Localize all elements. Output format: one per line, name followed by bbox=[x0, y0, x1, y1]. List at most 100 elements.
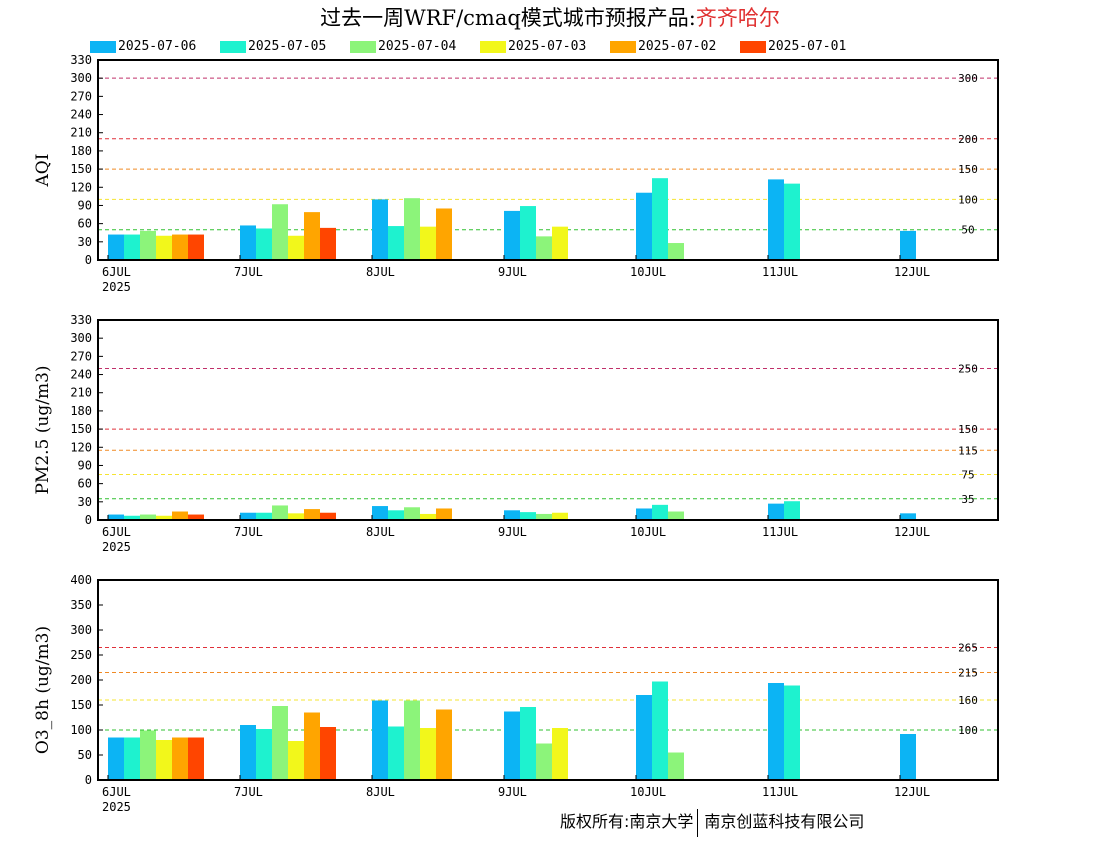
x-tick-label: 11JUL bbox=[762, 265, 798, 279]
threshold-label: 200 bbox=[958, 133, 978, 146]
threshold-label: 35 bbox=[961, 493, 974, 506]
legend-label: 2025-07-04 bbox=[378, 39, 457, 54]
y-tick-label: 150 bbox=[70, 162, 92, 176]
bar bbox=[784, 501, 800, 520]
y-tick-label: 180 bbox=[70, 144, 92, 158]
y-tick-label: 0 bbox=[85, 773, 92, 787]
bar bbox=[188, 514, 204, 520]
threshold-label: 215 bbox=[958, 667, 978, 680]
bar bbox=[504, 510, 520, 520]
y-tick-label: 400 bbox=[70, 573, 92, 587]
x-tick-label: 9JUL bbox=[498, 525, 527, 539]
x-tick-label: 7JUL bbox=[234, 785, 263, 799]
legend-label: 2025-07-01 bbox=[768, 39, 847, 54]
bar bbox=[404, 198, 420, 260]
bar bbox=[520, 707, 536, 780]
bar bbox=[140, 230, 156, 260]
bar bbox=[320, 727, 336, 780]
legend-swatch bbox=[90, 40, 116, 53]
y-tick-label: 210 bbox=[70, 126, 92, 140]
y-tick-label: 0 bbox=[85, 253, 92, 267]
legend-item: 2025-07-02 bbox=[610, 36, 716, 54]
bar bbox=[668, 511, 684, 520]
bar bbox=[304, 509, 320, 520]
bar bbox=[140, 514, 156, 520]
bar bbox=[536, 236, 552, 260]
y-tick-label: 200 bbox=[70, 673, 92, 687]
x-tick-label: 11JUL bbox=[762, 785, 798, 799]
bar bbox=[388, 226, 404, 260]
x-tick-label: 6JUL bbox=[102, 785, 131, 799]
bar bbox=[124, 515, 140, 520]
bar bbox=[140, 730, 156, 780]
y-tick-label: 270 bbox=[70, 89, 92, 103]
bar bbox=[420, 728, 436, 780]
bar bbox=[372, 506, 388, 520]
bar bbox=[256, 228, 272, 260]
bar bbox=[108, 234, 124, 260]
bar bbox=[108, 737, 124, 780]
y-tick-label: 300 bbox=[70, 623, 92, 637]
bar bbox=[388, 510, 404, 520]
legend-swatch bbox=[610, 40, 636, 53]
y-tick-label: 330 bbox=[70, 53, 92, 67]
x-tick-label: 9JUL bbox=[498, 265, 527, 279]
legend-swatch bbox=[350, 40, 376, 53]
threshold-label: 75 bbox=[961, 469, 974, 482]
x-tick-label: 9JUL bbox=[498, 785, 527, 799]
bar bbox=[552, 728, 568, 780]
y-tick-label: 240 bbox=[70, 108, 92, 122]
legend-swatch bbox=[480, 40, 506, 53]
bar bbox=[900, 513, 916, 520]
bar bbox=[320, 227, 336, 260]
bar bbox=[636, 508, 652, 520]
threshold-label: 115 bbox=[958, 444, 978, 457]
x-year-label: 2025 bbox=[102, 800, 131, 814]
y-axis-label: AQI bbox=[33, 154, 53, 188]
bar bbox=[436, 508, 452, 520]
plot-frame bbox=[97, 59, 999, 261]
bar bbox=[372, 199, 388, 260]
bar bbox=[272, 204, 288, 260]
x-tick-label: 6JUL bbox=[102, 265, 131, 279]
x-tick-label: 12JUL bbox=[894, 785, 930, 799]
legend-item: 2025-07-03 bbox=[480, 36, 587, 54]
bar bbox=[504, 210, 520, 260]
x-tick-label: 8JUL bbox=[366, 785, 395, 799]
bar bbox=[636, 695, 652, 780]
threshold-label: 300 bbox=[958, 72, 978, 85]
copyright-footer: 版权所有:南京大学 南京创蓝科技有限公司 bbox=[560, 808, 864, 837]
y-tick-label: 120 bbox=[70, 440, 92, 454]
y-tick-label: 0 bbox=[85, 513, 92, 527]
title-city: 齐齐哈尔 bbox=[695, 6, 780, 30]
y-axis-label: PM2.5 (ug/m3) bbox=[33, 365, 53, 494]
x-tick-label: 7JUL bbox=[234, 265, 263, 279]
bar bbox=[536, 513, 552, 520]
bar bbox=[652, 178, 668, 260]
y-tick-label: 150 bbox=[70, 422, 92, 436]
bar bbox=[272, 505, 288, 520]
bar bbox=[652, 504, 668, 520]
y-tick-label: 90 bbox=[78, 458, 92, 472]
legend-label: 2025-07-03 bbox=[508, 39, 587, 54]
x-year-label: 2025 bbox=[102, 540, 131, 554]
title-prefix: 过去一周WRF/cmaq模式城市预报产品: bbox=[320, 6, 696, 30]
threshold-label: 265 bbox=[958, 642, 978, 655]
bar bbox=[372, 700, 388, 780]
y-tick-label: 50 bbox=[78, 748, 92, 762]
y-axis-label: O3_8h (ug/m3) bbox=[33, 626, 53, 754]
y-tick-label: 100 bbox=[70, 723, 92, 737]
legend-item: 2025-07-01 bbox=[740, 36, 847, 54]
y-tick-label: 30 bbox=[78, 495, 92, 509]
bar bbox=[288, 513, 304, 520]
x-year-label: 2025 bbox=[102, 280, 131, 294]
y-tick-label: 330 bbox=[70, 313, 92, 327]
bar bbox=[288, 235, 304, 260]
y-tick-label: 30 bbox=[78, 235, 92, 249]
bar bbox=[156, 740, 172, 780]
bar bbox=[504, 711, 520, 780]
threshold-label: 160 bbox=[958, 694, 978, 707]
legend-swatch bbox=[740, 40, 766, 53]
bar bbox=[552, 226, 568, 260]
bar bbox=[784, 685, 800, 780]
